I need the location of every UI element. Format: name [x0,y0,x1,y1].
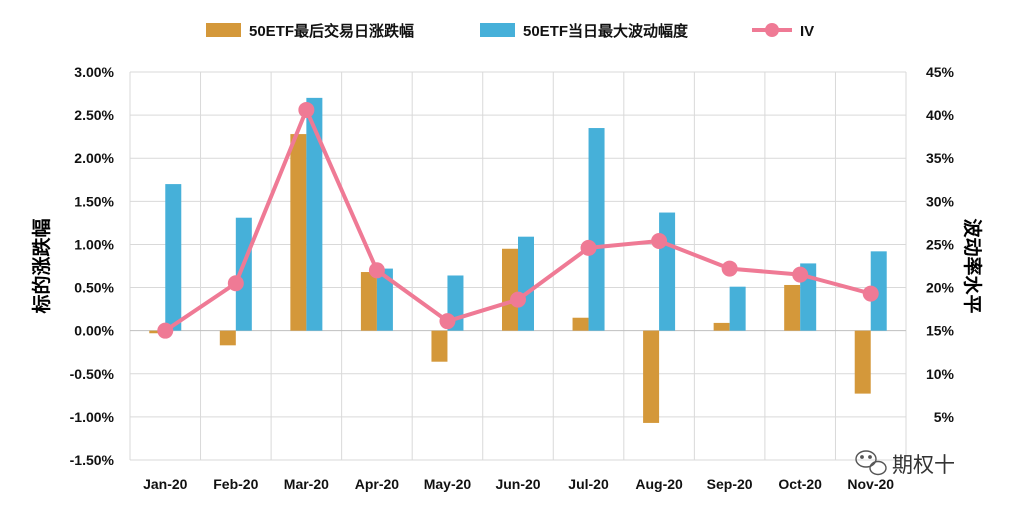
bar-last-day-change-Aug-20 [643,330,660,423]
left-tick-label: 3.00% [74,64,114,80]
bar-series [149,97,887,423]
x-tick-label: Jan-20 [143,476,188,492]
bar-max-fluctuation-Jun-20 [518,236,534,331]
x-tick-label: Nov-20 [847,476,894,492]
right-tick-label: 25% [926,236,955,252]
bar-max-fluctuation-Aug-20 [659,212,676,331]
x-tick-label: Sep-20 [707,476,753,492]
left-tick-label: 0.00% [74,323,114,339]
bar-max-fluctuation-Feb-20 [235,217,252,331]
legend: 50ETF最后交易日涨跌幅 50ETF当日最大波动幅度 IV [206,22,814,40]
x-tick-label: Aug-20 [635,476,683,492]
right-axis-ticks: 5% 10% 15% 20% 25% 30% 35% 40% 45% [926,64,955,425]
left-tick-label: 0.50% [74,280,114,296]
bar-max-fluctuation-Mar-20 [306,97,323,331]
right-tick-label: 15% [926,323,955,339]
legend-swatch-blue [480,23,515,37]
left-tick-label: -0.50% [70,366,115,382]
iv-point-Sep-20 [721,260,738,277]
bar-last-day-change-Apr-20 [360,272,377,331]
iv-point-Jun-20 [510,291,526,308]
bar-max-fluctuation-Apr-20 [376,268,393,331]
right-tick-label: 40% [926,107,955,123]
bar-max-fluctuation-Jan-20 [165,184,182,331]
x-tick-label: Oct-20 [778,476,822,492]
bar-last-day-change-Jun-20 [502,248,518,331]
bar-max-fluctuation-Nov-20 [870,251,887,331]
bar-last-day-change-Feb-20 [219,330,236,346]
iv-point-Jan-20 [157,322,174,339]
right-tick-label: 10% [926,366,955,382]
iv-point-Aug-20 [651,232,668,249]
bar-last-day-change-Sep-20 [713,322,730,331]
left-axis-title: 标的涨跌幅 [30,218,53,313]
legend-label-last-day-change: 50ETF最后交易日涨跌幅 [249,22,414,40]
legend-item-max-fluctuation: 50ETF当日最大波动幅度 [480,22,689,40]
legend-label-iv: IV [800,23,814,40]
legend-item-last-day-change: 50ETF最后交易日涨跌幅 [206,22,414,40]
iv-point-May-20 [439,313,456,330]
legend-marker-iv [765,23,779,37]
x-axis-ticks: Jan-20 Feb-20 Mar-20 Apr-20 May-20 Jun-20 Jul-… [143,476,894,492]
wechat-icon [855,450,887,476]
iv-point-Oct-20 [792,266,809,283]
watermark-text: 期权十 [892,453,955,477]
left-tick-label: 2.50% [74,107,114,123]
bar-last-day-change-Jul-20 [572,317,589,331]
left-axis-ticks: -1.50% -1.00% -0.50% 0.00% 0.50% 1.00% 1.50% 2.… [70,64,115,468]
bar-max-fluctuation-Sep-20 [729,286,746,331]
left-tick-label: 1.50% [74,193,114,209]
x-tick-label: May-20 [424,476,472,492]
left-tick-label: -1.00% [70,409,115,425]
left-tick-label: 2.00% [74,150,114,166]
right-tick-label: 20% [926,280,955,296]
x-tick-label: Jun-20 [495,476,540,492]
right-tick-label: 35% [926,150,955,166]
bar-max-fluctuation-Jul-20 [588,128,605,331]
iv-point-Nov-20 [862,285,879,302]
x-tick-label: Mar-20 [284,476,329,492]
x-tick-label: Feb-20 [213,476,258,492]
right-tick-label: 5% [934,409,955,425]
bar-last-day-change-May-20 [431,330,448,362]
legend-label-max-fluctuation: 50ETF当日最大波动幅度 [523,22,689,40]
iv-point-Jul-20 [580,239,597,256]
left-tick-label: -1.50% [70,452,115,468]
iv-line-series [157,101,879,339]
legend-swatch-orange [206,23,241,37]
bar-last-day-change-Jan-20 [149,330,166,334]
x-tick-label: Jul-20 [568,476,609,492]
right-tick-label: 30% [926,193,955,209]
bar-last-day-change-Nov-20 [854,330,871,394]
watermark: 期权十 [855,450,955,477]
x-tick-label: Apr-20 [355,476,400,492]
bar-last-day-change-Mar-20 [290,134,307,331]
legend-item-iv: IV [752,23,814,40]
iv-point-Mar-20 [298,101,315,118]
left-tick-label: 1.00% [74,236,114,252]
iv-point-Feb-20 [227,275,244,292]
bar-last-day-change-Oct-20 [784,284,801,331]
iv-point-Apr-20 [368,262,385,279]
right-axis-title: 波动率水平 [961,218,984,313]
right-tick-label: 45% [926,64,955,80]
